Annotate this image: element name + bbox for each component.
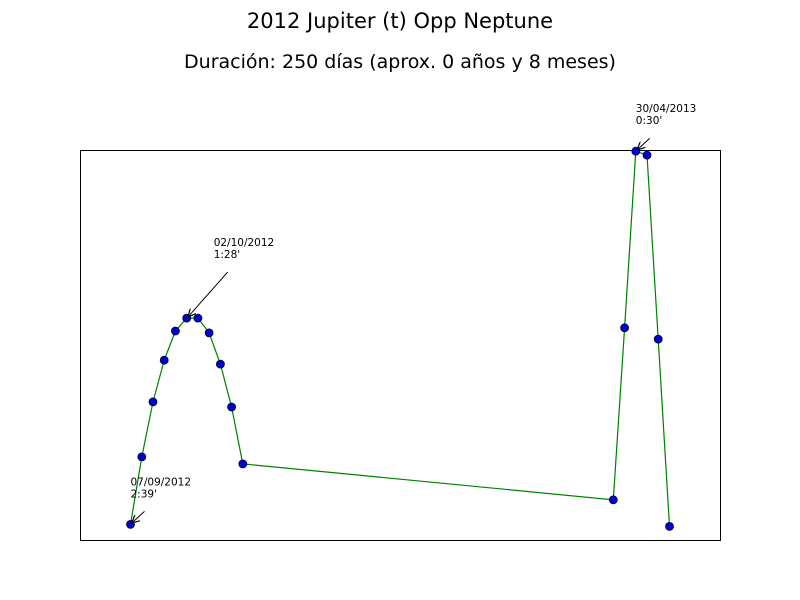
plot-area-frame: [80, 150, 721, 541]
data-point: [204, 328, 214, 338]
annotation-date: 02/10/2012: [214, 237, 275, 249]
series-line: [129, 150, 671, 527]
data-point: [137, 452, 147, 462]
data-point: [215, 359, 225, 369]
data-point: [193, 313, 203, 323]
data-points: [126, 146, 674, 531]
data-point: [608, 495, 618, 505]
data-point: [642, 150, 652, 160]
chart-subtitle: Duración: 250 días (aprox. 0 años y 8 me…: [184, 51, 616, 73]
chart-title: 2012 Jupiter (t) Opp Neptune: [246, 9, 554, 33]
data-point: [148, 397, 158, 407]
annotation-date: 07/09/2012: [131, 476, 192, 488]
data-point: [665, 522, 674, 531]
data-point: [238, 459, 248, 469]
annotation-arrow: [189, 271, 229, 316]
data-point: [620, 323, 629, 333]
data-point: [159, 355, 169, 365]
data-point: [653, 334, 663, 344]
data-point: [170, 326, 180, 336]
annotation-time: 0:30': [636, 115, 662, 127]
annotation-date: 30/04/2013: [636, 103, 697, 115]
annotation-time: 2:39': [131, 488, 157, 500]
data-point: [227, 402, 237, 412]
annotation-time: 1:28': [214, 249, 240, 261]
annotation-arrow: [133, 511, 145, 522]
annotation-arrow: [638, 137, 651, 149]
